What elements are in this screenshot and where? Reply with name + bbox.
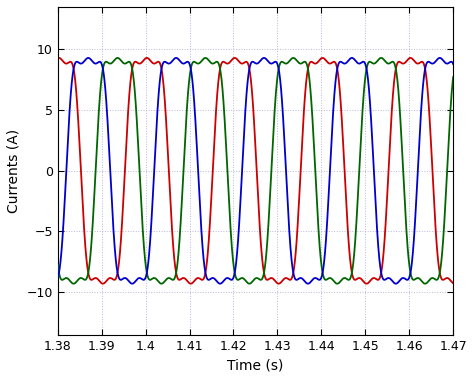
- X-axis label: Time (s): Time (s): [227, 358, 283, 372]
- Y-axis label: Currents (A): Currents (A): [7, 129, 21, 213]
